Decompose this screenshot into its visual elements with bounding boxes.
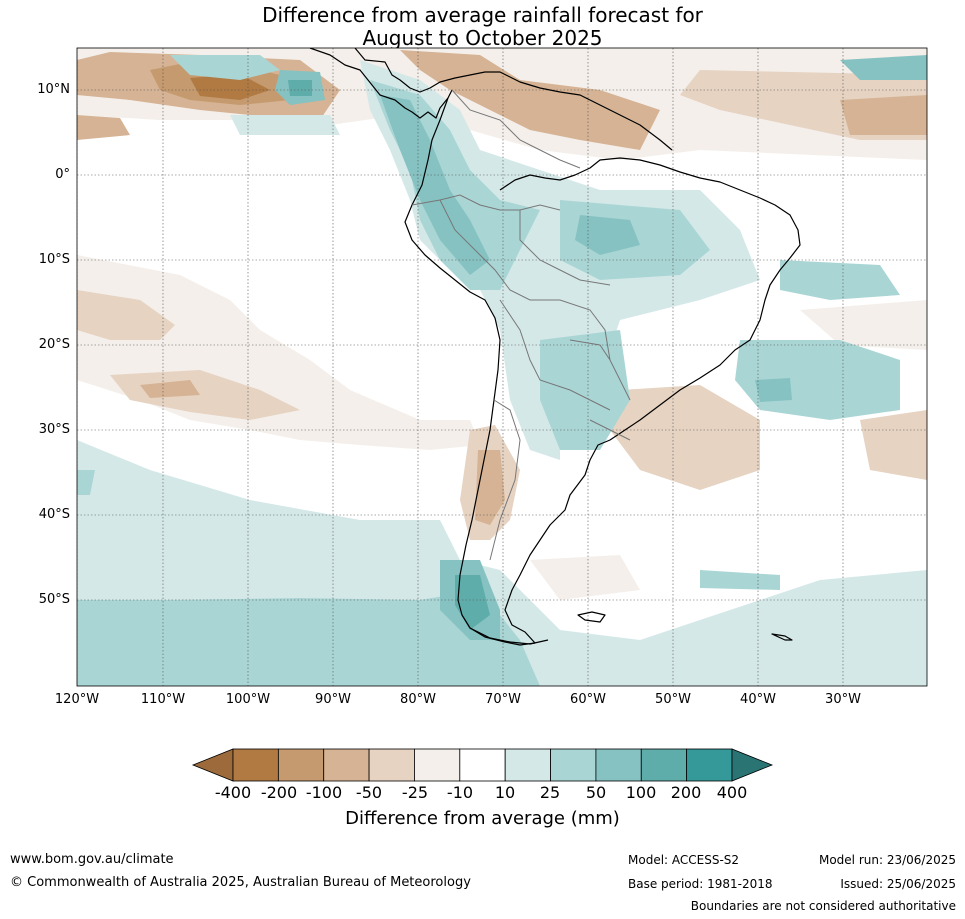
colorbar-tick: -10 (446, 783, 474, 802)
colorbar-tick: 400 (716, 783, 748, 802)
lon-label-70w: 70°W (485, 692, 521, 707)
boundary-disclaimer: Boundaries are not considered authoritat… (690, 899, 956, 913)
colorbar-tick: 200 (670, 783, 702, 802)
country-borders (411, 89, 631, 561)
colorbar-tick: -200 (260, 783, 298, 802)
colorbar-tick: 100 (625, 783, 657, 802)
colorbar-segment (640, 748, 688, 782)
title-line-1: Difference from average rainfall forecas… (262, 3, 703, 27)
central-america-coast (309, 48, 453, 119)
lon-label-40w: 40°W (740, 692, 776, 707)
lat-label-50s: 50°S (38, 592, 70, 607)
colorbar-arrow-low (191, 748, 234, 782)
graticule (77, 48, 927, 686)
lat-label-30s: 30°S (38, 422, 70, 437)
colorbar-tick: 50 (585, 783, 607, 802)
south-america-coast (404, 97, 801, 646)
south-georgia (771, 633, 793, 641)
lat-label-40s: 40°S (38, 507, 70, 522)
model-run-date: Model run: 23/06/2025 (818, 853, 956, 867)
colorbar-segment (414, 748, 461, 782)
colorbar-tick: -100 (305, 783, 343, 802)
lon-label-110w: 110°W (140, 692, 186, 707)
colorbar-segment (595, 748, 642, 782)
colorbar-tick: 10 (494, 783, 516, 802)
title-line-2: August to October 2025 (362, 26, 603, 50)
falkland-islands (577, 611, 606, 623)
base-period: Base period: 1981-2018 (628, 877, 773, 891)
colorbar-segment (550, 748, 597, 782)
map-frame (76, 47, 928, 687)
model-name: Model: ACCESS-S2 (628, 853, 740, 867)
lon-label-100w: 100°W (225, 692, 271, 707)
issued-date: Issued: 25/06/2025 (840, 877, 956, 891)
colorbar-segment (504, 748, 551, 782)
caribbean-coast (354, 48, 673, 151)
colorbar-tick: 25 (539, 783, 561, 802)
lon-label-120w: 120°W (54, 692, 100, 707)
lat-label-10n: 10°N (37, 82, 70, 97)
colorbar-segment (459, 748, 506, 782)
map-title: Difference from average rainfall forecas… (0, 4, 965, 50)
copyright-text: © Commonwealth of Australia 2025, Austra… (10, 875, 471, 890)
colorbar-tick: -50 (355, 783, 383, 802)
colorbar-tick: -400 (214, 783, 252, 802)
dry-anomaly-regions (77, 48, 927, 600)
colorbar (191, 748, 774, 782)
lat-label-20s: 20°S (38, 337, 70, 352)
lat-label-10s: 10°S (38, 252, 70, 267)
colorbar-segment (686, 748, 733, 782)
colorbar-segment (368, 748, 415, 782)
colorbar-arrow-high (731, 748, 774, 782)
colorbar-segment (277, 748, 325, 782)
lon-label-50w: 50°W (655, 692, 691, 707)
lat-label-0: 0° (55, 167, 70, 182)
colorbar-title: Difference from average (mm) (345, 808, 620, 829)
lon-label-80w: 80°W (400, 692, 436, 707)
lon-label-30w: 30°W (825, 692, 861, 707)
tierra-del-fuego (469, 627, 549, 645)
colorbar-segment (232, 748, 279, 782)
coastlines (309, 48, 801, 646)
lon-label-90w: 90°W (315, 692, 351, 707)
colorbar-tick: -25 (401, 783, 429, 802)
lon-label-60w: 60°W (570, 692, 606, 707)
website-link[interactable]: www.bom.gov.au/climate (10, 852, 174, 867)
colorbar-segment (323, 748, 370, 782)
